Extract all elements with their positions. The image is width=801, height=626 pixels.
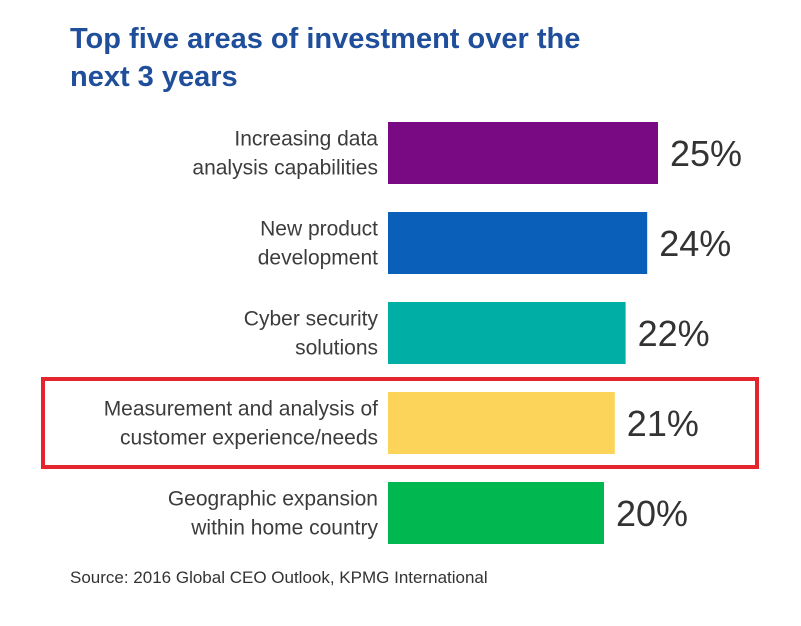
category-label-4-line-1: Measurement and analysis of	[104, 398, 378, 421]
category-label-3-line-1: Cyber security	[244, 308, 379, 331]
highlight-box	[41, 377, 759, 469]
category-label-1-line-2: analysis capabilities	[192, 157, 378, 180]
value-label-1: 25%	[670, 133, 742, 174]
bar-4	[388, 392, 615, 454]
category-label-3-line-2: solutions	[295, 337, 378, 360]
bar-1	[388, 122, 658, 184]
chart-title-line-2: next 3 years	[70, 61, 238, 93]
value-label-5: 20%	[616, 493, 688, 534]
category-label-5-line-2: within home country	[190, 517, 378, 540]
category-label-1-line-1: Increasing data	[234, 128, 378, 151]
bar-2	[388, 212, 648, 274]
value-label-2: 24%	[659, 223, 731, 264]
chart-title-line-1: Top five areas of investment over the	[70, 23, 581, 55]
category-label-4-line-2: customer experience/needs	[120, 427, 378, 450]
source-note: Source: 2016 Global CEO Outlook, KPMG In…	[70, 568, 488, 587]
category-label-2-line-2: development	[258, 247, 378, 270]
value-label-3: 22%	[638, 313, 710, 354]
chart-title: Top five areas of investment over the ne…	[70, 20, 710, 96]
category-label-5-line-1: Geographic expansion	[168, 488, 378, 511]
value-label-4: 21%	[627, 403, 699, 444]
category-label-2-line-1: New product	[260, 218, 378, 241]
bar-3	[388, 302, 626, 364]
bar-5	[388, 482, 604, 544]
